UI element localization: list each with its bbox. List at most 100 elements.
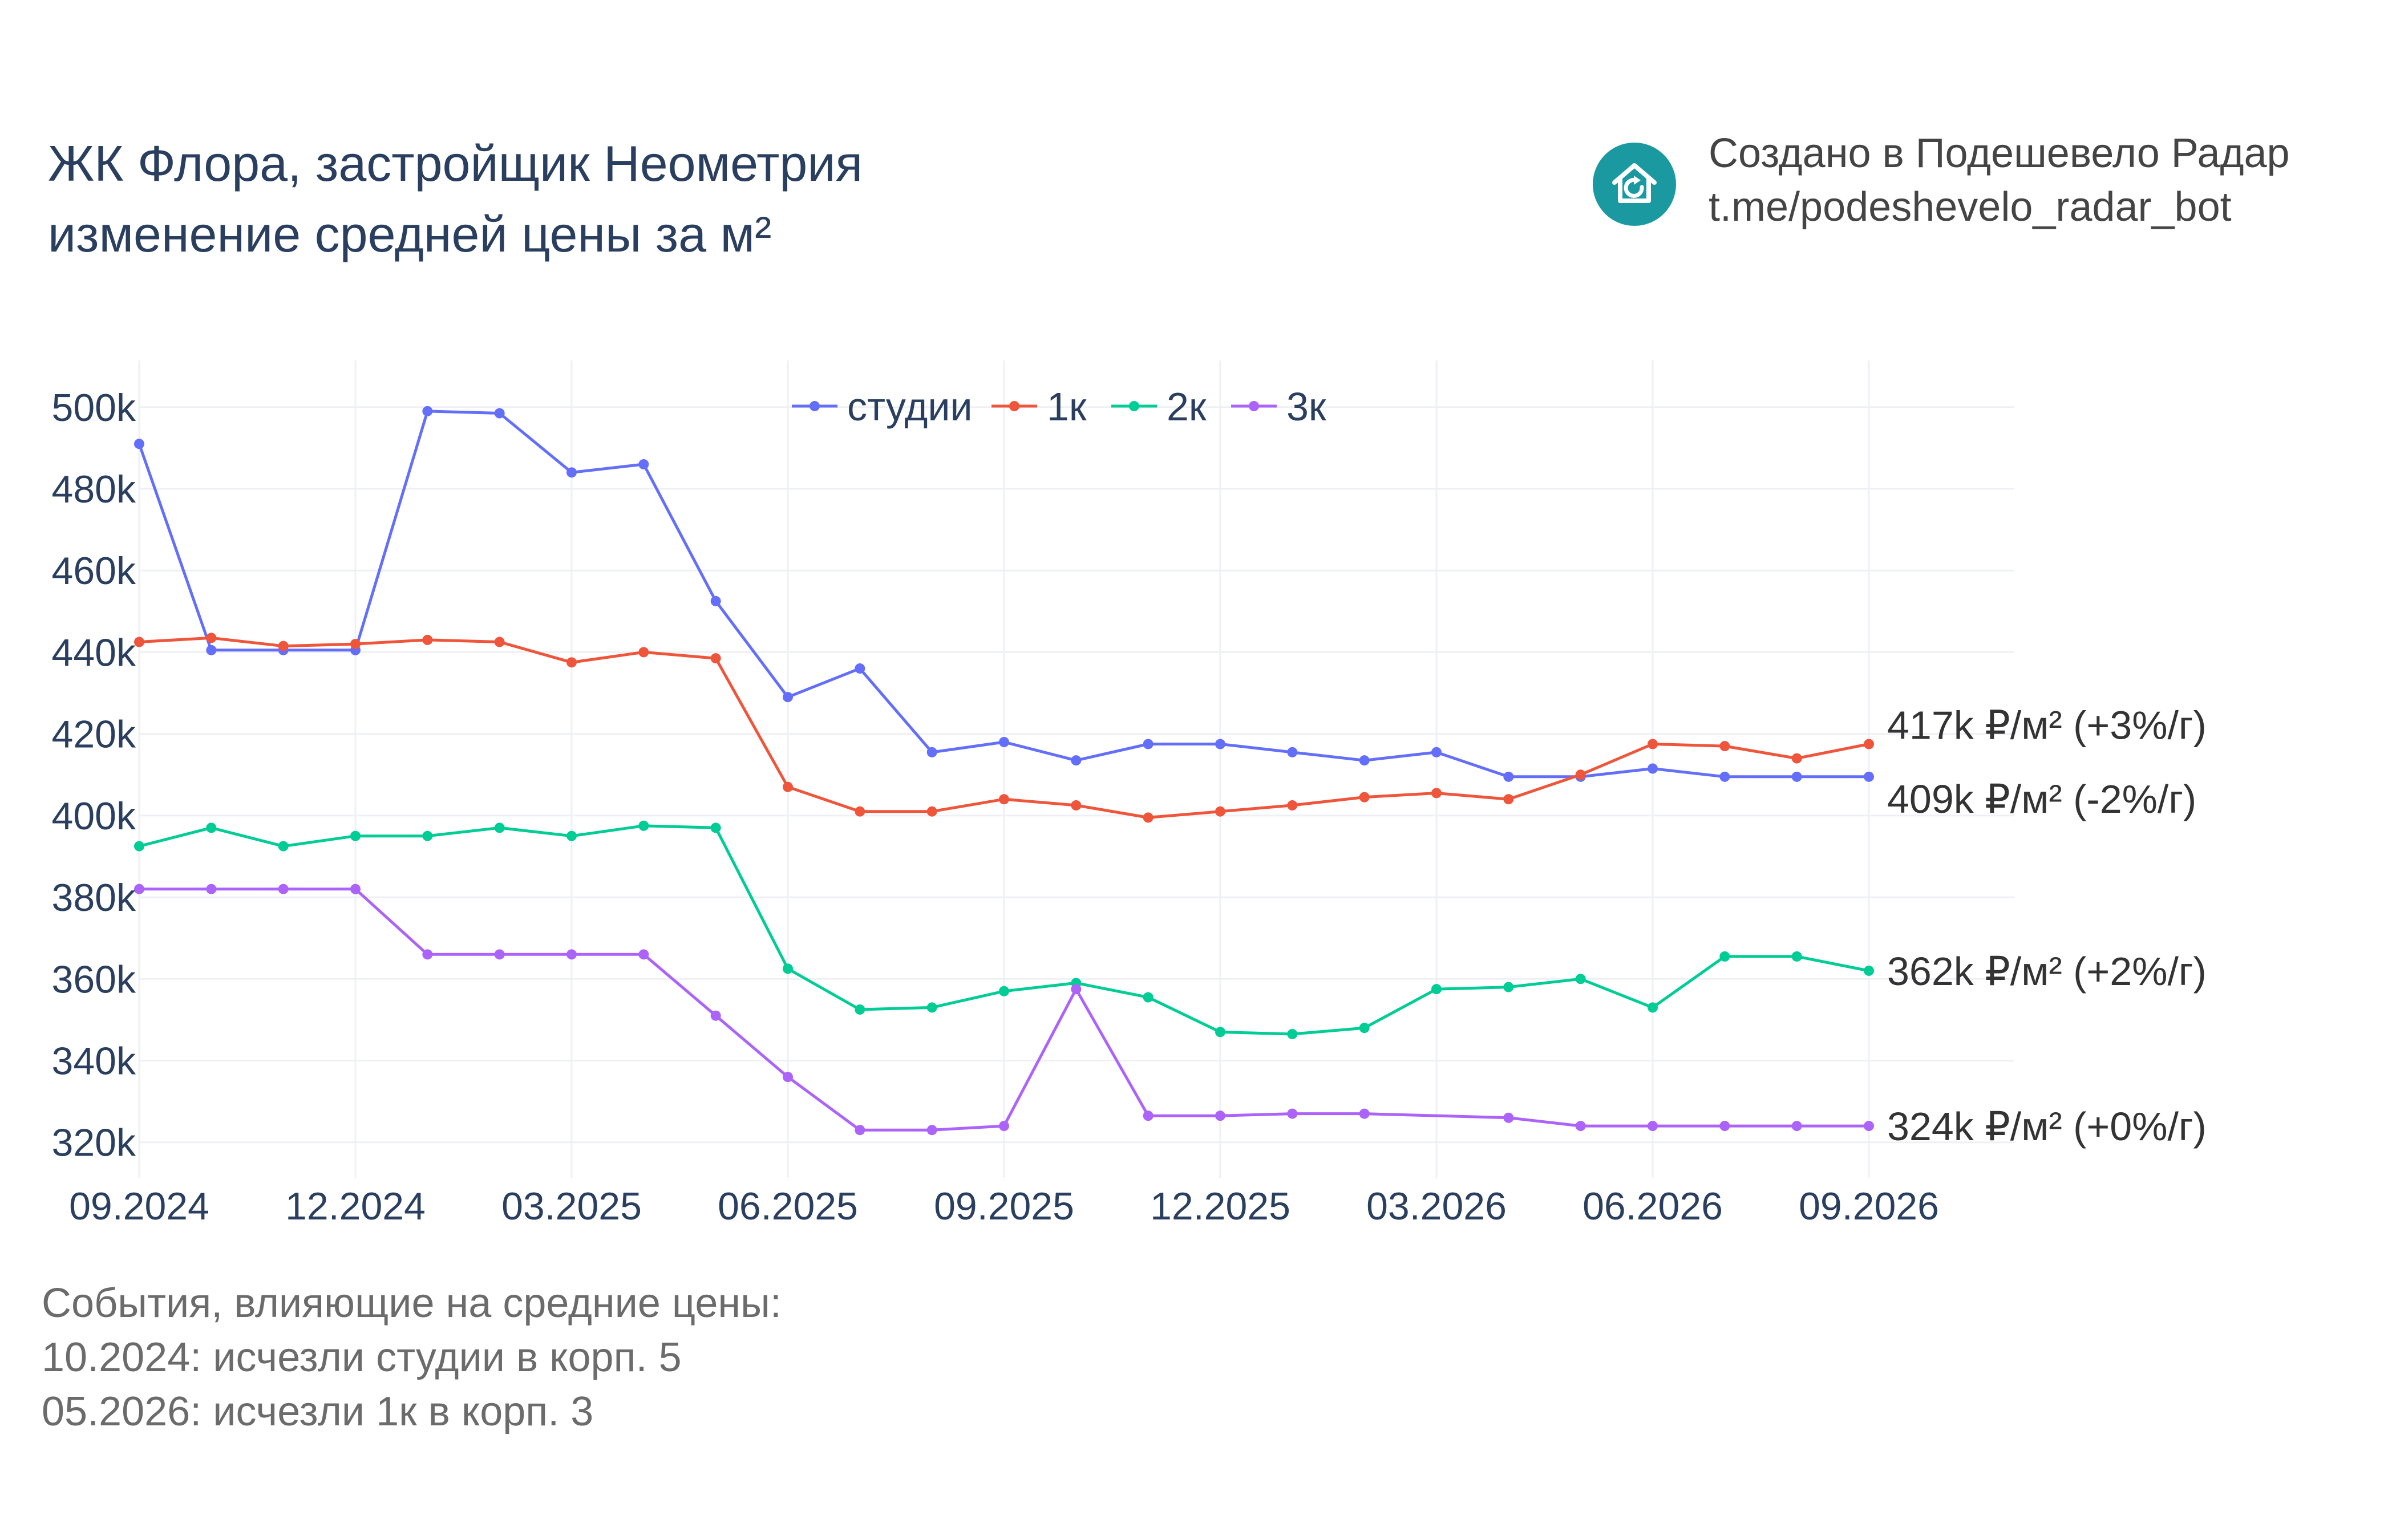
data-point — [350, 639, 361, 650]
data-point — [1359, 755, 1370, 766]
data-point — [494, 822, 505, 833]
data-point — [1503, 771, 1514, 782]
data-point — [1575, 1121, 1586, 1132]
data-point — [1143, 1111, 1154, 1121]
data-point — [1287, 1028, 1298, 1039]
data-point — [638, 647, 649, 658]
data-point — [926, 1125, 937, 1136]
legend-label-3к[interactable]: 3к — [1286, 384, 1326, 429]
data-point — [1575, 974, 1586, 984]
data-point — [1864, 739, 1874, 749]
data-point — [999, 1121, 1009, 1132]
data-point — [1071, 755, 1082, 766]
data-point — [422, 830, 433, 841]
data-point — [1215, 806, 1225, 817]
data-point — [1431, 788, 1442, 799]
data-point — [783, 963, 793, 974]
data-point — [1287, 1108, 1298, 1119]
credits: Создано в Подешевело Радар t.me/podeshev… — [1709, 127, 2290, 234]
data-point — [422, 406, 433, 416]
data-point — [710, 822, 721, 833]
end-labels: 409k ₽/м² (-2%/г) 417k ₽/м² (+3%/г) 362k ₽… — [1887, 703, 2207, 1149]
data-point — [566, 467, 577, 478]
data-point — [783, 781, 793, 792]
data-point — [134, 884, 144, 894]
data-point — [1287, 800, 1298, 810]
data-point — [206, 633, 217, 643]
data-point — [1719, 741, 1730, 752]
legend-label-1к[interactable]: 1к — [1047, 384, 1087, 429]
data-point — [134, 841, 144, 852]
legend-marker — [810, 401, 820, 411]
data-point — [999, 986, 1009, 996]
x-axis: 09.2024 12.2024 03.2025 06.2025 09.2025 12.20… — [69, 1185, 1939, 1228]
data-point — [1791, 753, 1802, 764]
end-label-студии: 409k ₽/м² (-2%/г) — [1887, 777, 2196, 821]
x-tick-label: 12.2024 — [285, 1185, 426, 1228]
events-note: События, влияющие на средние цены: 10.20… — [42, 1276, 782, 1439]
logo-house — [1612, 163, 1657, 203]
data-point — [1719, 771, 1730, 782]
series-lines — [134, 406, 1874, 1136]
y-tick-label: 460k — [52, 549, 136, 593]
grid — [138, 360, 2014, 1178]
data-point — [1719, 1121, 1730, 1132]
data-point — [855, 663, 865, 674]
data-point — [638, 820, 649, 831]
data-point — [1071, 800, 1082, 810]
data-point — [422, 634, 433, 645]
data-point — [1864, 1121, 1874, 1132]
data-point — [206, 884, 217, 894]
legend-marker — [1129, 401, 1139, 411]
event-item-1: 10.2024: исчезли студии в корп. 5 — [42, 1335, 682, 1380]
data-point — [566, 949, 577, 960]
data-point — [1864, 965, 1874, 976]
data-point — [134, 637, 144, 647]
y-tick-label: 320k — [52, 1121, 136, 1165]
legend: студии 1к 2к 3к — [792, 384, 1326, 429]
series-line-3к — [139, 887, 1869, 1132]
x-tick-label: 06.2025 — [718, 1185, 858, 1228]
x-tick-label: 09.2024 — [69, 1185, 209, 1228]
data-point — [1648, 739, 1658, 749]
y-tick-label: 400k — [52, 795, 136, 838]
x-tick-label: 03.2026 — [1366, 1185, 1507, 1228]
data-point — [1503, 794, 1514, 805]
data-point — [1791, 771, 1802, 782]
credit-link[interactable]: t.me/podeshevelo_radar_bot — [1709, 184, 2232, 230]
legend-label-2к[interactable]: 2к — [1167, 384, 1207, 429]
event-item-2: 05.2026: исчезли 1к в корп. 3 — [42, 1389, 594, 1434]
end-label-3к: 324k ₽/м² (+0%/г) — [1887, 1104, 2207, 1149]
y-tick-label: 440k — [52, 631, 136, 674]
data-point — [1503, 982, 1514, 992]
data-point — [1143, 739, 1154, 749]
x-tick-label: 12.2025 — [1150, 1185, 1290, 1228]
data-point — [1648, 763, 1658, 774]
data-point — [855, 1125, 865, 1136]
data-point — [1359, 792, 1370, 803]
data-point — [350, 884, 361, 894]
data-point — [855, 1004, 865, 1015]
house-refresh-icon — [1593, 143, 1676, 226]
logo-refresh-arrow — [1624, 177, 1644, 198]
data-point — [1431, 747, 1442, 757]
data-point — [1791, 1121, 1802, 1132]
data-point — [999, 736, 1009, 747]
x-tick-label: 03.2025 — [501, 1185, 642, 1228]
data-point — [350, 830, 361, 841]
legend-label-студии[interactable]: студии — [847, 384, 973, 429]
y-tick-label: 480k — [52, 468, 136, 511]
data-point — [926, 806, 937, 817]
data-point — [1287, 747, 1298, 757]
data-point — [566, 830, 577, 841]
data-point — [1215, 739, 1225, 749]
data-point — [855, 806, 865, 817]
data-point — [638, 459, 649, 470]
data-point — [278, 884, 289, 894]
data-point — [206, 822, 217, 833]
data-point — [999, 794, 1009, 805]
data-point — [1575, 769, 1586, 780]
data-point — [1215, 1111, 1225, 1121]
chart-title: ЖК Флора, застройщик Неометрия изменение… — [48, 128, 863, 270]
